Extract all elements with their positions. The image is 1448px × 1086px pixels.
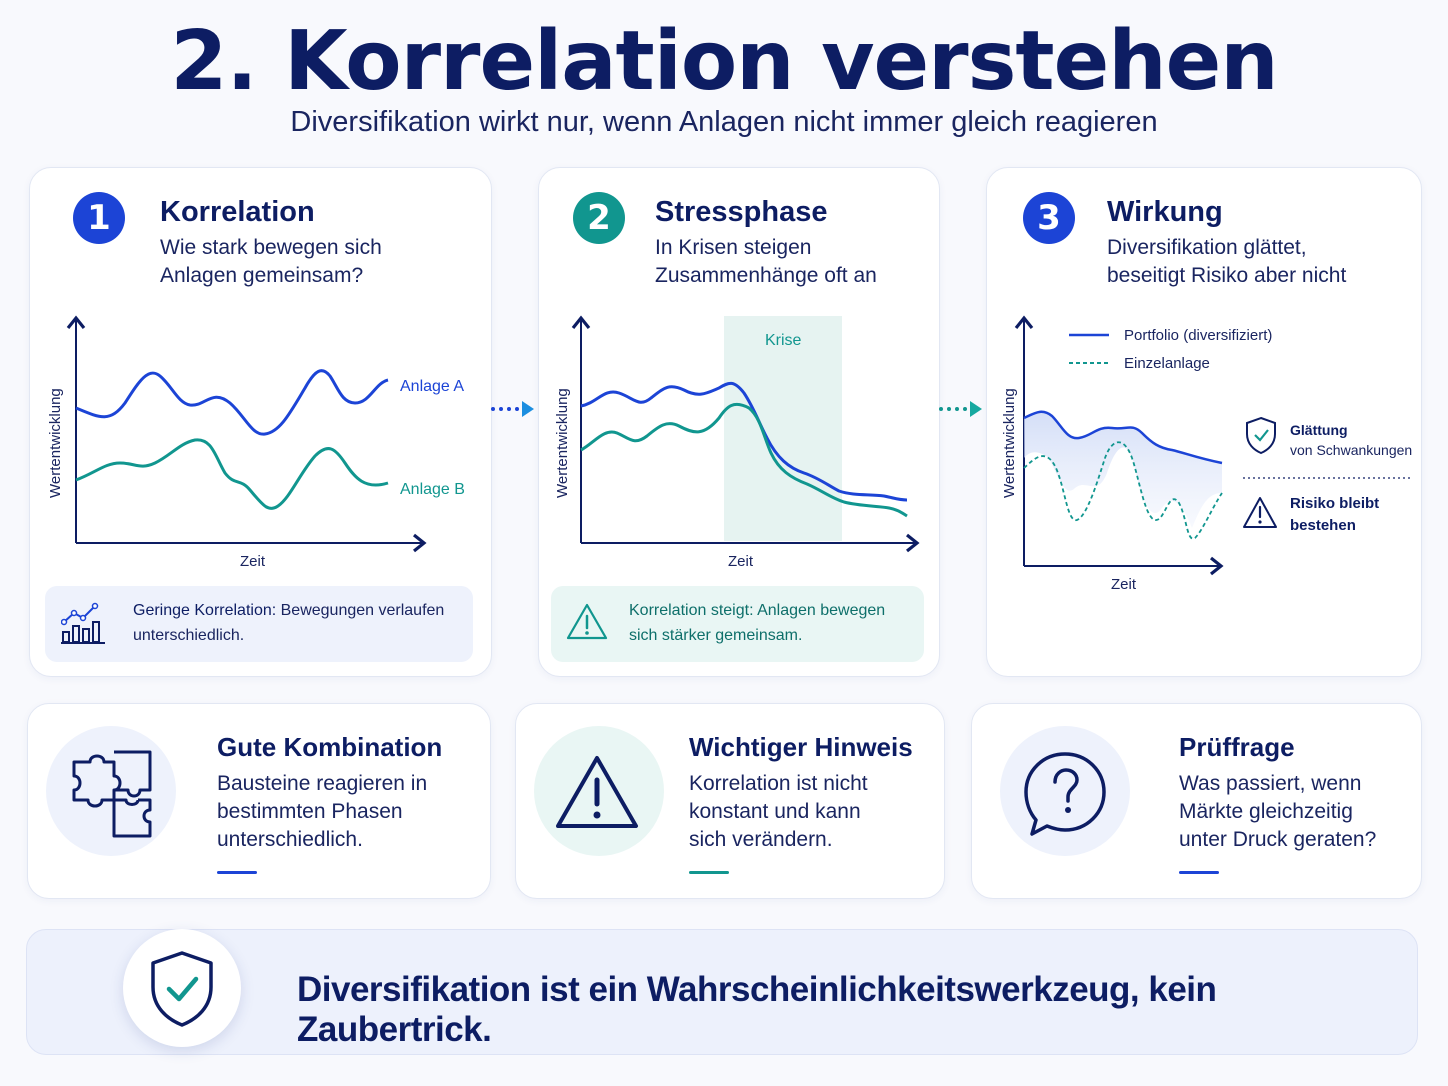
shield-check-icon — [1246, 416, 1276, 455]
effect-chart: Portfolio (diversifiziert) Einzelanlage … — [1001, 315, 1412, 593]
desc-line: beseitigt Risiko aber nicht — [1107, 264, 1347, 287]
banner-icon-circle — [123, 929, 241, 1047]
smoothing-title: Glättung — [1290, 422, 1348, 438]
step-title: Korrelation — [160, 196, 315, 228]
crisis-zone — [724, 316, 842, 541]
step-card-wirkung: 3 Wirkung Diversifikation glättet, besei… — [986, 167, 1422, 677]
desc-line: Märkte gleichzeitig — [1179, 800, 1353, 823]
step-number-1: 1 — [73, 192, 125, 244]
accent-line — [1179, 871, 1219, 874]
warning-note: Korrelation steigt: Anlagen bewegen sich… — [551, 586, 924, 662]
summary-banner: Diversifikation ist ein Wahrscheinlichke… — [26, 929, 1418, 1055]
step-description: Diversifikation glättet, beseitigt Risik… — [1107, 234, 1346, 290]
puzzle-icon — [72, 750, 152, 838]
desc-line: Diversifikation glättet, — [1107, 236, 1307, 259]
risk-line-2: bestehen — [1290, 517, 1356, 534]
card-title: Prüffrage — [1179, 732, 1295, 762]
step-number-2: 2 — [573, 192, 625, 244]
card-description: Korrelation ist nicht konstant und kann … — [689, 770, 868, 854]
step-number-3: 3 — [1023, 192, 1075, 244]
x-axis-label: Zeit — [1111, 576, 1137, 593]
desc-line: bestimmten Phasen — [217, 800, 403, 823]
note-rest: Bewegungen verlaufen unterschiedlich. — [133, 602, 445, 644]
desc-line: In Krisen steigen — [655, 236, 812, 259]
flow-arrow-icon — [939, 401, 982, 417]
warning-icon — [1243, 497, 1277, 528]
icon-circle — [1000, 726, 1130, 856]
desc-line: Bausteine reagieren in — [217, 772, 428, 795]
x-axis-label: Zeit — [240, 553, 266, 570]
series-line-upper — [580, 381, 908, 502]
accent-line — [217, 871, 257, 874]
series-line-lower — [580, 402, 908, 518]
desc-line: unterschiedlich. — [217, 828, 363, 851]
desc-line: Was passiert, wenn — [1179, 772, 1362, 795]
series-line-anlage-b — [75, 438, 389, 510]
series-label-anlage-a: Anlage A — [400, 378, 464, 395]
stress-chart: Krise Wertentwicklung Zeit — [554, 315, 920, 570]
desc-line: konstant und kann — [689, 800, 861, 823]
card-description: Was passiert, wenn Märkte gleichzeitig u… — [1179, 770, 1376, 854]
desc-line: Wie stark bewegen sich — [160, 236, 382, 259]
desc-line: Zusammenhänge oft an — [655, 264, 877, 287]
smoothing-sub: von Schwankungen — [1290, 442, 1412, 458]
desc-line: Korrelation ist nicht — [689, 772, 868, 795]
y-axis-label: Wertentwicklung — [47, 388, 64, 498]
page-title: 2. Korrelation verstehen — [170, 14, 1278, 109]
shield-check-icon — [151, 951, 213, 1027]
step-card-stressphase: 2 Stressphase In Krisen steigen Zusammen… — [538, 167, 940, 677]
series-label-anlage-b: Anlage B — [400, 481, 465, 498]
card-title: Wichtiger Hinweis — [689, 732, 913, 762]
step-card-korrelation: 1 Korrelation Wie stark bewegen sich Anl… — [29, 167, 492, 677]
y-axis-label: Wertentwicklung — [554, 388, 571, 498]
warning-icon — [556, 756, 638, 828]
info-card-prueffrage: Prüffrage Was passiert, wenn Märkte glei… — [971, 703, 1422, 899]
page-subtitle: Diversifikation wirkt nur, wenn Anlagen … — [290, 106, 1158, 138]
step-description: Wie stark bewegen sich Anlagen gemeinsam… — [160, 234, 382, 290]
accent-line — [689, 871, 729, 874]
series-line-anlage-a — [75, 369, 389, 436]
desc-line: Anlagen gemeinsam? — [160, 264, 364, 287]
legend-portfolio: Portfolio (diversifiziert) — [1124, 327, 1272, 344]
banner-text: Diversifikation ist ein Wahrscheinlichke… — [297, 970, 1217, 1049]
note-text: Geringe Korrelation: Bewegungen verlaufe… — [133, 598, 473, 648]
y-axis-label: Wertentwicklung — [1001, 388, 1018, 498]
info-note: Geringe Korrelation: Bewegungen verlaufe… — [45, 586, 473, 662]
chart-growth-icon — [61, 602, 105, 644]
question-bubble-icon — [1024, 752, 1106, 836]
info-card-wichtiger-hinweis: Wichtiger Hinweis Korrelation ist nicht … — [515, 703, 945, 899]
x-axis-label: Zeit — [728, 553, 754, 570]
desc-line: sich verändern. — [689, 828, 833, 851]
step-description: In Krisen steigen Zusammenhänge oft an — [655, 234, 877, 290]
smoothing-band — [1024, 411, 1222, 528]
info-card-gute-kombination: Gute Kombination Bausteine reagieren in … — [27, 703, 491, 899]
card-title: Gute Kombination — [217, 732, 443, 762]
correlation-chart: Anlage A Anlage B Wertentwicklung Zeit — [47, 315, 465, 570]
legend-single: Einzelanlage — [1124, 355, 1210, 372]
crisis-label: Krise — [765, 332, 802, 349]
note-bold: Geringe Korrelation: — [133, 602, 277, 619]
desc-line: unter Druck geraten? — [1179, 828, 1377, 851]
icon-circle — [46, 726, 176, 856]
flow-arrow-icon — [491, 401, 534, 417]
risk-line-1: Risiko bleibt — [1290, 495, 1379, 512]
card-description: Bausteine reagieren in bestimmten Phasen… — [217, 770, 427, 854]
warning-icon — [566, 603, 608, 640]
step-title: Stressphase — [655, 196, 828, 228]
series-line-portfolio — [1023, 410, 1223, 465]
series-line-single — [1023, 441, 1223, 540]
note-text: Korrelation steigt: Anlagen bewegen sich… — [629, 602, 886, 644]
step-title: Wirkung — [1107, 196, 1223, 228]
